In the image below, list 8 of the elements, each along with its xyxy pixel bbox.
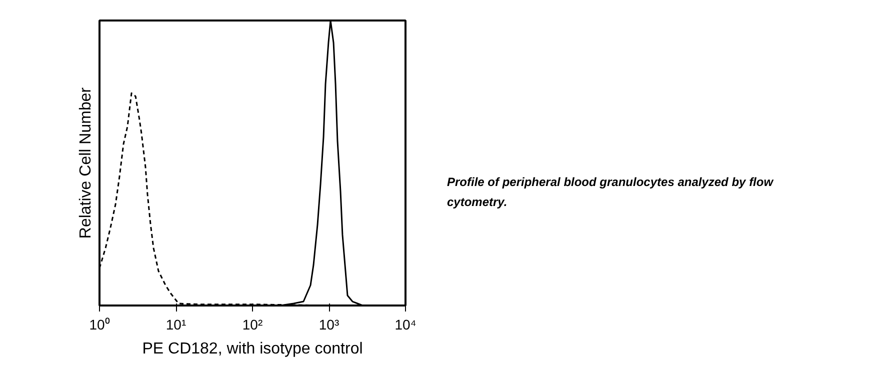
- y-axis-title: Relative Cell Number: [78, 86, 94, 239]
- text: Profile of peripheral blood granulocytes analyzed by flow cytometry.: [447, 174, 775, 211]
- x-axis-title: PE CD182, with isotype control: [142, 340, 363, 358]
- x-tick-label: 10¹: [166, 316, 186, 332]
- x-tick-label: 10⁰: [89, 316, 110, 332]
- x-tick-label: 10³: [318, 316, 340, 332]
- x-tick-label: 10²: [242, 316, 263, 332]
- x-tick-label: 10⁴: [394, 316, 416, 332]
